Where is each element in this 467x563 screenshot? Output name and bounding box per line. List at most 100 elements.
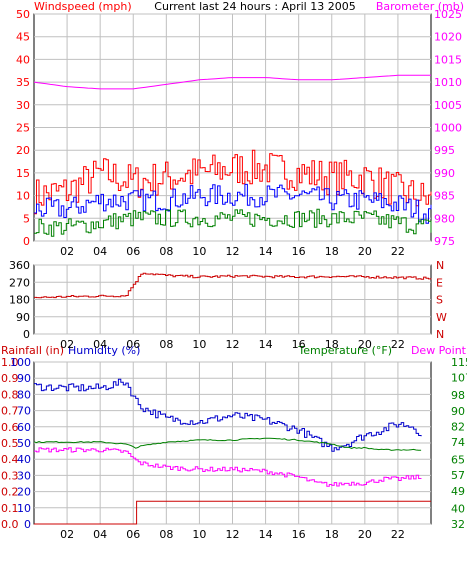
barometer-tick-label: 1000 [434,122,462,135]
climate-x-tick-label: 04 [93,528,107,541]
wind-x-tick-label: 12 [226,245,240,258]
windspeed-tick-label: 35 [16,76,30,89]
climate-x-tick-label: 12 [226,528,240,541]
humidity-tick-label: 40 [17,453,31,466]
charts-layer: 02 04 06 08 10 12 14 16 18 20 22051015202530354045… [1,8,467,541]
rainfall-tick-label: 0.4 [1,453,19,466]
wind-x-tick-label: 08 [159,245,173,258]
humidity-line [34,378,422,452]
humidity-tick-label: 70 [17,405,31,418]
rainfall-tick-label: 0.1 [1,502,19,515]
windspeed-tick-label: 30 [16,99,30,112]
windspeed-tick-label: 50 [16,8,30,21]
direction-x-tick-label: 06 [126,338,140,351]
wind-x-tick-label: 14 [259,245,273,258]
temperature-tick-label: 57 [451,469,465,482]
humidity-tick-label: 80 [17,388,31,401]
wind-x-tick-label: 02 [60,245,74,258]
barometer-tick-label: 975 [434,235,455,248]
direction-x-tick-label: 08 [159,338,173,351]
windspeed-tick-label: 40 [16,53,30,66]
direction-compass-label: W [436,311,447,324]
climate-x-tick-label: 02 [60,528,74,541]
barometer-tick-label: 1010 [434,76,462,89]
direction-x-tick-label: 12 [226,338,240,351]
rainfall-tick-label: 0.5 [1,437,19,450]
temperature-tick-label: 115 [451,356,467,369]
temperature-tick-label: 49 [451,485,465,498]
temperature-tick-label: 82 [451,420,465,433]
rainfall-tick-label: 0.6 [1,421,19,434]
direction-degree-tick-label: 360 [9,259,30,272]
climate-x-tick-label: 14 [259,528,273,541]
windspeed-tick-label: 15 [16,167,30,180]
temperature-tick-label: 90 [451,405,465,418]
direction-x-tick-label: 22 [391,338,405,351]
direction-x-tick-label: 20 [358,338,372,351]
barometer-tick-label: 980 [434,212,455,225]
wind-x-tick-label: 16 [292,245,306,258]
humidity-tick-label: 10 [17,502,31,515]
rainfall-tick-label: 0.0 [1,518,19,531]
direction-degree-tick-label: 0 [23,328,30,341]
climate-x-tick-label: 22 [391,528,405,541]
direction-degree-tick-label: 90 [16,311,30,324]
humidity-tick-label: 30 [17,469,31,482]
rainfall-tick-label: 1.0 [1,356,19,369]
chart-title: Current last 24 hours : April 13 2005 [154,0,355,13]
rainfall-tick-label: 0.9 [1,372,19,385]
windspeed-tick-label: 25 [16,122,30,135]
humidity-tick-label: 0 [24,518,31,531]
temperature-tick-label: 32 [451,518,465,531]
wind-x-tick-label: 22 [391,245,405,258]
temperature-axis-label: Temperature (°F) [297,344,392,357]
direction-compass-label: N [436,259,444,272]
barometer-line [33,74,431,90]
windspeed-axis-label: Windspeed (mph) [34,0,132,13]
direction-compass-label: S [436,294,443,307]
rainfall-line [34,500,431,525]
rainfall-tick-label: 0.8 [1,388,19,401]
rainfall-tick-label: 0.2 [1,486,19,499]
direction-compass-label: N [436,328,444,341]
wind-direction-line [34,272,432,299]
windspeed-low-line [34,208,432,237]
dewpoint-line [34,447,422,487]
humidity-tick-label: 90 [17,372,31,385]
climate-x-tick-label: 10 [192,528,206,541]
climate-x-tick-label: 06 [126,528,140,541]
barometer-axis-label: Barometer (mb) [376,0,464,13]
barometer-tick-label: 990 [434,167,455,180]
barometer-tick-label: 1005 [434,99,462,112]
direction-degree-tick-label: 180 [9,294,30,307]
direction-x-tick-label: 18 [325,338,339,351]
direction-degree-tick-label: 270 [9,276,30,289]
direction-x-tick-label: 04 [93,338,107,351]
wind-x-tick-label: 20 [358,245,372,258]
windspeed-average-line [34,183,432,224]
temperature-tick-label: 98 [451,389,465,402]
wind-x-tick-label: 04 [93,245,107,258]
humidity-tick-label: 100 [10,356,31,369]
windspeed-tick-label: 10 [16,190,30,203]
barometer-tick-label: 1025 [434,8,462,21]
humidity-tick-label: 60 [17,421,31,434]
wind-x-tick-label: 10 [192,245,206,258]
climate-x-tick-label: 08 [159,528,173,541]
barometer-tick-label: 985 [434,190,455,203]
humidity-axis-label: Humidity (%) [68,344,140,357]
barometer-tick-label: 1020 [434,31,462,44]
temperature-tick-label: 107 [451,372,467,385]
barometer-tick-label: 995 [434,144,455,157]
rainfall-axis-label: Rainfall (in) [1,344,64,357]
barometer-tick-label: 1015 [434,53,462,66]
temperature-line [33,437,422,451]
climate-x-tick-label: 20 [358,528,372,541]
direction-compass-label: E [436,276,443,289]
humidity-tick-label: 20 [17,486,31,499]
direction-x-tick-label: 02 [60,338,74,351]
direction-x-tick-label: 14 [259,338,273,351]
climate-x-tick-label: 18 [325,528,339,541]
